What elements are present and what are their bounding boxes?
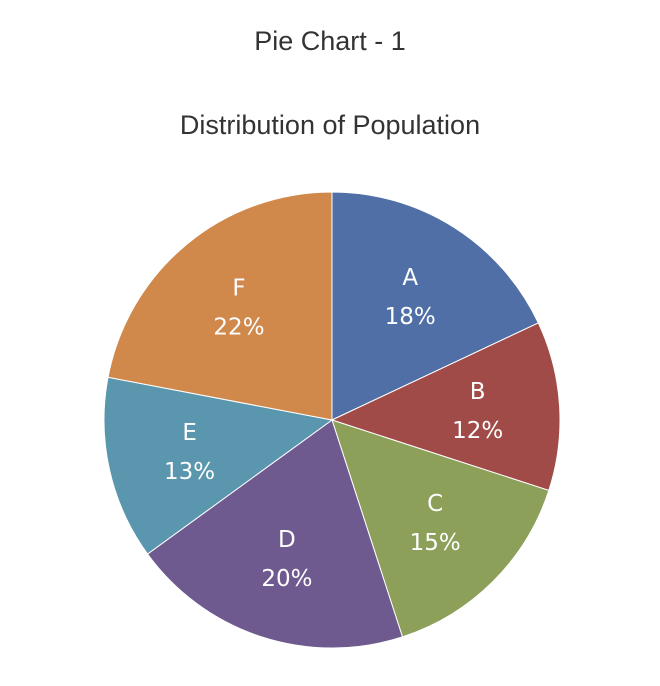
slice-value-e: 13% <box>164 459 215 485</box>
pie-slice-c <box>331 419 550 638</box>
slice-label-c: C <box>427 491 443 517</box>
slice-label-d: D <box>278 527 296 553</box>
slice-value-a: 18% <box>385 304 436 330</box>
slice-label-a: A <box>402 265 418 291</box>
pie-slice-f <box>107 191 333 421</box>
slice-value-c: 15% <box>410 530 461 556</box>
slice-value-b: 12% <box>452 418 503 444</box>
pie-slice-b <box>330 322 561 492</box>
slice-label-b: B <box>470 379 486 405</box>
slice-label-e: E <box>182 420 197 446</box>
page-heading: Pie Chart - 1 <box>254 26 406 56</box>
slice-label-f: F <box>232 276 245 302</box>
chart-title: Distribution of Population <box>179 110 481 140</box>
pie-slice-d <box>146 419 404 649</box>
slice-value-f: 22% <box>213 315 264 341</box>
pie-slice-e <box>103 376 334 555</box>
slice-value-d: 20% <box>261 566 312 592</box>
pie-slice-a <box>331 191 539 421</box>
